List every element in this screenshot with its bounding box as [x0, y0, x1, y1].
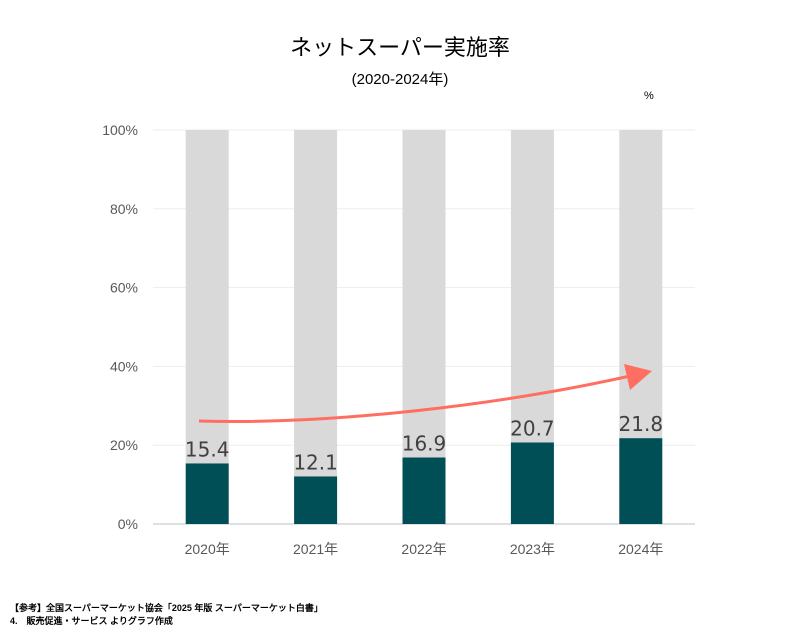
- x-tick-label: 2023年: [510, 541, 555, 557]
- x-tick-label: 2020年: [185, 541, 230, 557]
- bar-value: [185, 463, 229, 524]
- bar-value: [294, 476, 338, 524]
- chart-subtitle: (2020-2024年): [351, 71, 449, 88]
- data-label: 20.7: [510, 416, 555, 440]
- footer-note: 4. 販売促進・サービス よりグラフ作成: [10, 616, 173, 626]
- bar-remainder: [185, 130, 229, 464]
- bar-remainder: [402, 130, 446, 458]
- data-label: 15.4: [185, 437, 230, 461]
- y-tick-label: 40%: [110, 358, 138, 374]
- y-tick-label: 0%: [118, 516, 138, 532]
- unit-label: %: [644, 90, 654, 102]
- bar-remainder: [619, 130, 663, 439]
- y-tick-label: 100%: [102, 122, 138, 138]
- x-tick-label: 2022年: [401, 541, 446, 557]
- bar-value: [619, 438, 663, 524]
- bar-value: [510, 442, 554, 524]
- y-tick-label: 20%: [110, 437, 138, 453]
- bar-remainder: [294, 130, 338, 477]
- y-tick-label: 60%: [110, 280, 138, 296]
- data-label: 12.1: [293, 450, 338, 474]
- trend-arrow-line: [198, 374, 631, 424]
- bar-remainder: [510, 130, 554, 443]
- chart-title: ネットスーパー実施率: [290, 35, 510, 60]
- footer-source: 【参考】全国スーパーマーケット協会「2025 年版 スーパーマーケット白書」: [10, 603, 323, 613]
- data-label: 21.8: [619, 412, 664, 436]
- bar-value: [402, 457, 446, 524]
- data-label: 16.9: [402, 431, 447, 455]
- x-tick-label: 2021年: [293, 541, 338, 557]
- y-tick-label: 80%: [110, 201, 138, 217]
- x-tick-label: 2024年: [618, 541, 663, 557]
- trend-arrow-head-icon: [624, 364, 652, 390]
